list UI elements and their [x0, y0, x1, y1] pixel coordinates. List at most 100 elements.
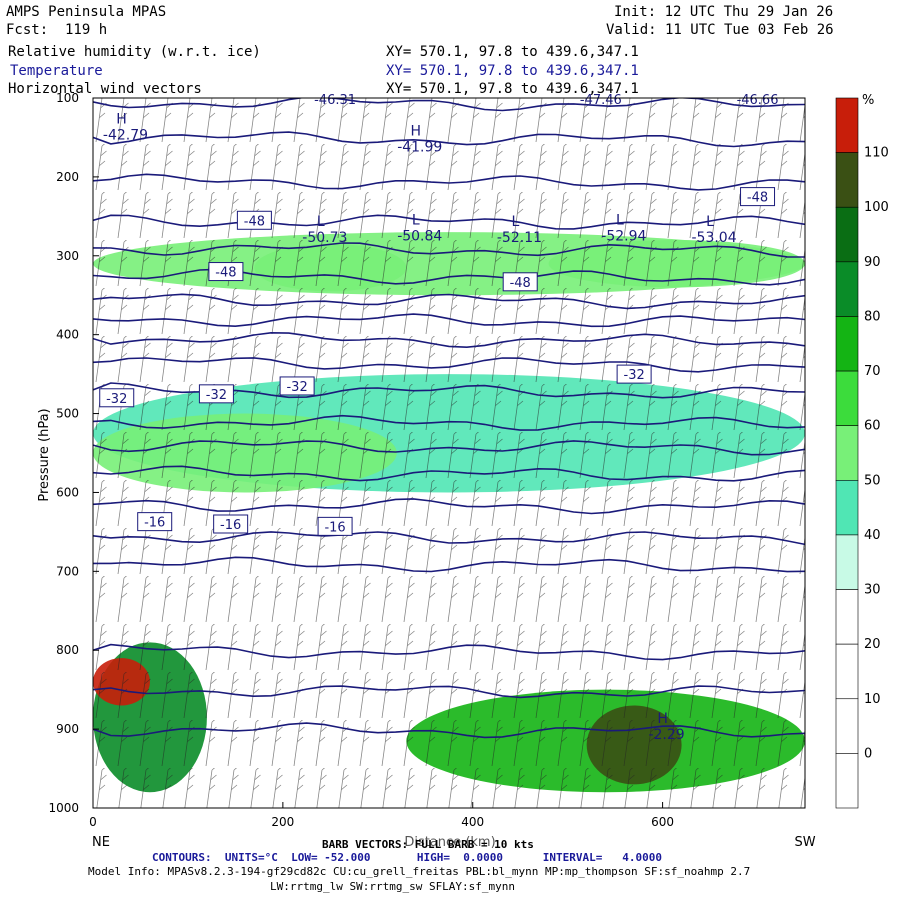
colorbar-label: 80 [864, 309, 881, 324]
xsection-endpoints-1: XY= 570.1, 97.8 to 439.6,347.1 [386, 44, 639, 60]
colorbar-label: 70 [864, 364, 881, 379]
contour-label-box [502, 272, 538, 292]
y-tick-label: 400 [56, 328, 79, 342]
extremum-type: L [512, 214, 520, 230]
contour-label-box [236, 210, 272, 230]
contour-label: -48 [215, 266, 236, 281]
colorbar-label: 50 [864, 473, 881, 488]
x-axis-label: Distance (km) [404, 835, 495, 850]
extremum-value: -41.99 [397, 139, 442, 155]
colorbar-swatch [835, 316, 859, 372]
contour-label: -16 [144, 516, 165, 531]
extremum-type: H [116, 112, 127, 128]
y-tick-label: 300 [56, 249, 79, 263]
x-tick-label: 0 [89, 815, 97, 829]
contour-label: -32 [106, 392, 127, 407]
contour-label-box [208, 262, 244, 282]
colorbar-label: 20 [864, 637, 881, 652]
extremum-value: -52.11 [497, 230, 542, 246]
isotherm [93, 465, 805, 482]
y-tick-label: 100 [56, 91, 79, 105]
colorbar-swatch [835, 534, 859, 590]
extremum-type: L [706, 214, 714, 230]
plot-frame [92, 97, 806, 809]
isotherm [93, 685, 805, 699]
extremum-type: H [411, 123, 422, 139]
colorbar-swatch [835, 425, 859, 481]
isotherm [93, 313, 805, 328]
x-tick-label: 400 [461, 815, 484, 829]
isotherm [93, 293, 805, 310]
extremum-value: -53.04 [691, 230, 736, 246]
model-info: Model Info: MPASv8.2.3-194-gf29cd82c CU:… [88, 865, 751, 878]
contour-label: -48 [747, 191, 768, 206]
contour-label-box [213, 514, 249, 534]
y-axis-label: Pressure (hPa) [37, 408, 52, 501]
extremum-value: -50.73 [302, 230, 347, 246]
isotherm [93, 414, 805, 431]
field-rh-label: Relative humidity (w.r.t. ice) [8, 44, 261, 60]
x-end-label-right: SW [794, 835, 815, 850]
contour-label: -48 [244, 214, 265, 229]
y-tick-label: 200 [56, 170, 79, 184]
colorbar-label: 60 [864, 419, 881, 434]
contour-label: -32 [624, 368, 645, 383]
y-tick-label: 600 [56, 485, 79, 499]
extremum-value: -42.79 [103, 128, 148, 144]
contour-label-box [198, 384, 234, 404]
field-wind-label: Horizontal wind vectors [8, 81, 202, 97]
isotherm [93, 331, 805, 349]
extremum-value: -50.84 [397, 229, 442, 245]
contour-label-box [317, 516, 353, 536]
isotherm [93, 498, 805, 515]
valid-time: Valid: 11 UTC Tue 03 Feb 26 [606, 22, 834, 38]
y-tick-label: 1000 [48, 801, 79, 815]
contour-labels: -48-48-48-48-32 -32-32-32-16 -16 -16H-42.79… [99, 93, 778, 743]
y-tick-label: 700 [56, 564, 79, 578]
forecast-hour: Fcst: 119 h [6, 22, 108, 38]
colorbar-swatch [835, 643, 859, 700]
colorbar-swatch [835, 206, 859, 263]
isotherm [93, 643, 805, 661]
isotherm [93, 98, 805, 112]
extremum-type: L [317, 214, 325, 230]
colorbar-swatch [835, 261, 859, 317]
colorbar-swatch [835, 370, 859, 426]
contour-label: -32 [286, 380, 307, 395]
y-tick-label: 500 [56, 407, 79, 421]
isotherm [93, 722, 805, 739]
contour-label: -32 [206, 388, 227, 403]
contour-label-box [616, 364, 652, 384]
isotherm [93, 214, 805, 230]
xsection-endpoints-3: XY= 570.1, 97.8 to 439.6,347.1 [386, 81, 639, 97]
colorbar-swatch [835, 152, 859, 208]
extremum-type: L [616, 213, 624, 229]
contour-label-box [740, 187, 776, 207]
colorbar-swatch [835, 589, 859, 645]
contour-label: -16 [220, 518, 241, 533]
xsection-endpoints-2: XY= 570.1, 97.8 to 439.6,347.1 [386, 63, 639, 79]
wind-barbs [93, 98, 805, 808]
field-temperature-label: Temperature [10, 63, 103, 79]
isotherm [93, 242, 805, 258]
colorbar-label: 40 [864, 528, 881, 543]
model-title: AMPS Peninsula MPAS [6, 4, 167, 20]
contour-label-box [279, 376, 315, 396]
contour-legend: CONTOURS: UNITS=°C LOW= -52.000 HIGH= 0.… [152, 851, 662, 864]
colorbar-swatch [835, 753, 859, 809]
contour-label-box [137, 512, 173, 532]
x-tick-label: 200 [271, 815, 294, 829]
colorbar-swatch [835, 97, 859, 153]
extremum-type: H [657, 711, 668, 727]
isotherm [93, 531, 805, 546]
edge-contour-label: -46.31 [314, 93, 356, 108]
y-tick-label: 800 [56, 643, 79, 657]
isotherm [93, 556, 805, 573]
colorbar-label: 90 [864, 255, 881, 270]
colorbar-label: 10 [864, 692, 881, 707]
edge-contour-label: -47.46 [580, 93, 622, 108]
colorbar-unit: % [862, 93, 874, 108]
colorbar-label: 110 [864, 146, 889, 161]
